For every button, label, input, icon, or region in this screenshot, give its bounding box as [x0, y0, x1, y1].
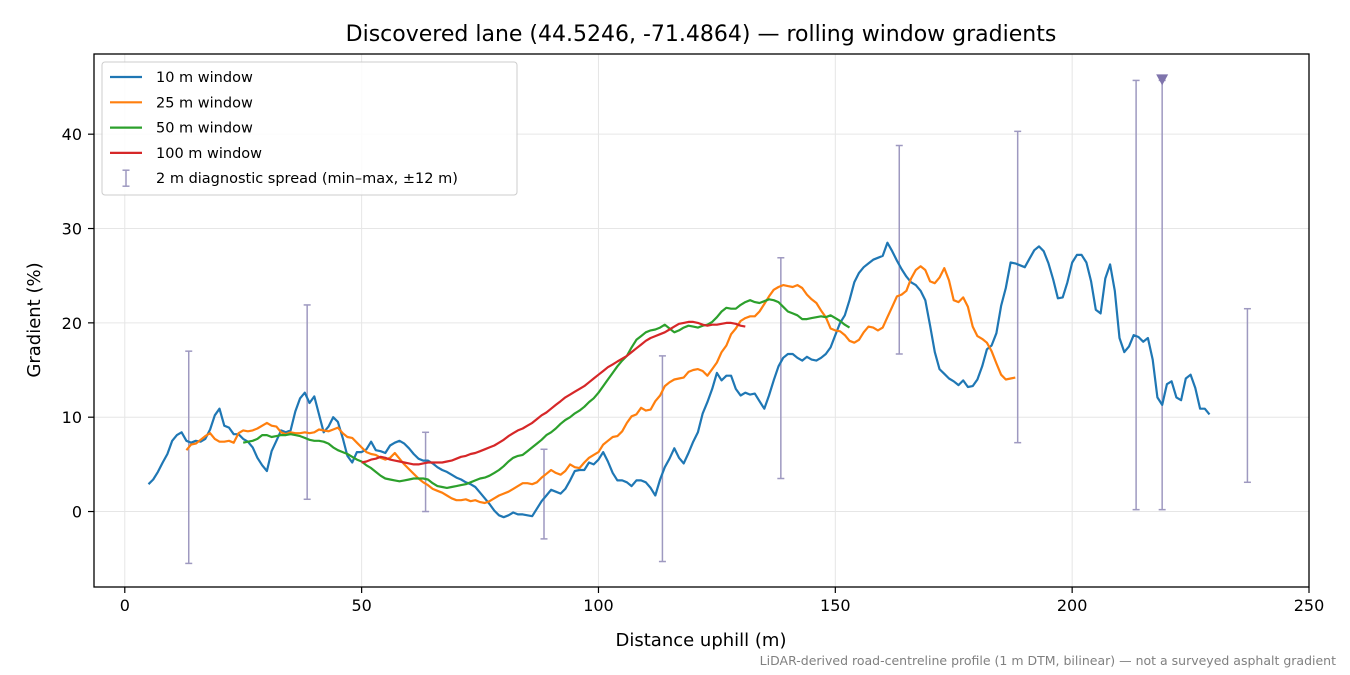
legend: 10 m window 25 m window 50 m window 100 m w…: [101, 61, 518, 196]
y-tick-label: 10: [62, 408, 82, 427]
y-tick-label: 40: [62, 125, 82, 144]
legend-label-4: 100 m window: [156, 146, 262, 162]
series-line-2: [185, 265, 1016, 505]
footnote: LiDAR-derived road-centreline profile (1…: [760, 653, 1336, 668]
series-line-3: [242, 298, 851, 489]
series-line-4: [361, 320, 746, 466]
y-tick-label: 0: [72, 503, 82, 522]
x-tick-label: 200: [1057, 596, 1088, 615]
x-tick-label: 100: [583, 596, 614, 615]
series-lines: [147, 241, 1211, 519]
y-tick-label: 30: [62, 220, 82, 239]
legend-box: [101, 61, 518, 196]
x-tick-label: 150: [820, 596, 851, 615]
legend-label-spread: 2 m diagnostic spread (min–max, ±12 m): [156, 171, 458, 187]
x-axis-ticks: 0 50 100 150 200 250: [120, 587, 1325, 615]
markers: [1156, 74, 1169, 86]
x-axis-label: Distance uphill (m): [616, 630, 787, 651]
plot-frame: [93, 53, 1310, 588]
chart-title: Discovered lane (44.5246, -71.4864) — ro…: [346, 22, 1057, 47]
legend-label-1: 10 m window: [156, 70, 253, 86]
legend-label-3: 50 m window: [156, 121, 253, 137]
legend-label-2: 25 m window: [156, 95, 253, 111]
y-axis-label: Gradient (%): [24, 262, 45, 377]
y-axis-ticks: 0 10 20 30 40: [62, 125, 94, 522]
x-tick-label: 250: [1294, 596, 1325, 615]
y-tick-label: 20: [62, 314, 82, 333]
peak-marker: [1156, 74, 1169, 86]
spread-bars: [185, 79, 1251, 565]
x-tick-label: 0: [120, 596, 130, 615]
x-tick-label: 50: [351, 596, 371, 615]
